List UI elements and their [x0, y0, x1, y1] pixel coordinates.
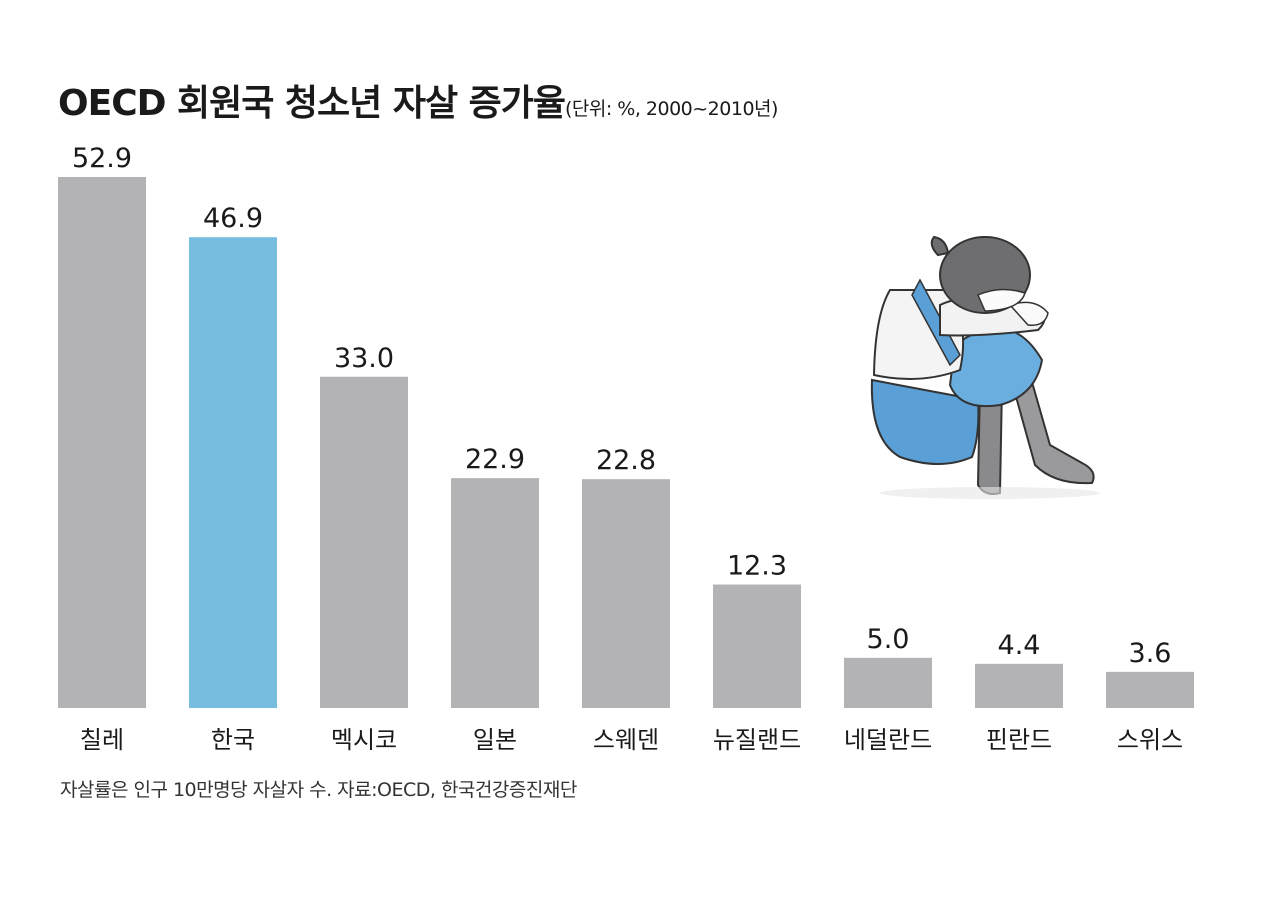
- category-label-1: 한국: [211, 726, 255, 754]
- value-label-8: 3.6: [1129, 638, 1172, 669]
- bar-3: [451, 478, 539, 708]
- value-label-6: 5.0: [867, 624, 910, 655]
- value-label-1: 46.9: [203, 203, 263, 234]
- footnote: 자살률은 인구 10만명당 자살자 수. 자료:OECD, 한국건강증진재단: [60, 779, 577, 801]
- bar-0: [58, 177, 146, 708]
- category-label-5: 뉴질랜드: [713, 726, 801, 754]
- chart-title-block: OECD 회원국 청소년 자살 증가율(단위: %, 2000~2010년): [58, 74, 778, 126]
- bar-5: [713, 584, 801, 708]
- value-label-2: 33.0: [334, 343, 394, 374]
- value-label-3: 22.9: [465, 444, 525, 475]
- bar-1: [189, 237, 277, 708]
- chart-title: OECD 회원국 청소년 자살 증가율: [58, 83, 566, 124]
- bar-6: [844, 657, 932, 708]
- category-label-2: 멕시코: [331, 726, 397, 754]
- crouching-student-illustration: [870, 235, 1100, 499]
- bar-7: [975, 663, 1063, 708]
- category-label-8: 스위스: [1117, 726, 1183, 754]
- unit-note: (단위: %, 2000~2010년): [564, 98, 778, 120]
- bar-8: [1106, 671, 1194, 708]
- category-label-0: 칠레: [80, 726, 124, 754]
- category-label-4: 스웨덴: [593, 726, 659, 754]
- value-label-5: 12.3: [727, 551, 787, 582]
- value-label-4: 22.8: [596, 445, 656, 476]
- category-label-7: 핀란드: [986, 726, 1052, 754]
- category-label-6: 네덜란드: [844, 726, 932, 754]
- value-label-7: 4.4: [998, 630, 1041, 661]
- category-label-3: 일본: [473, 726, 517, 754]
- value-label-0: 52.9: [72, 143, 132, 174]
- bar-2: [320, 376, 408, 708]
- bar-4: [582, 479, 670, 708]
